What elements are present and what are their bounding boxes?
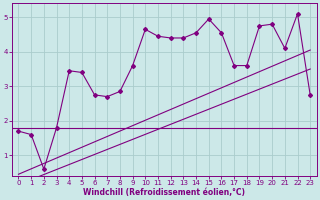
- X-axis label: Windchill (Refroidissement éolien,°C): Windchill (Refroidissement éolien,°C): [83, 188, 245, 197]
